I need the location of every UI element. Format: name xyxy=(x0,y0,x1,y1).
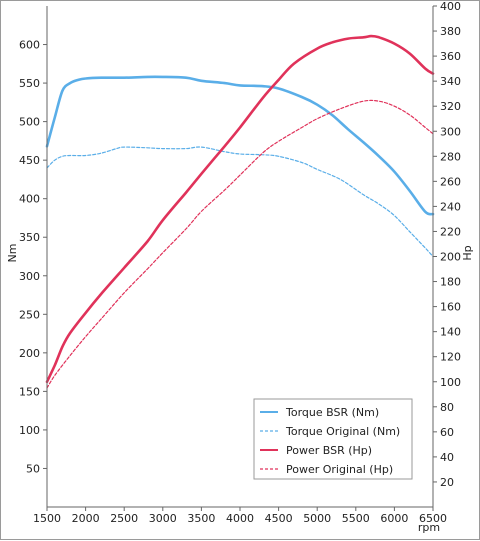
y-left-tick-label-0: 50 xyxy=(26,462,40,475)
legend-label-2: Power BSR (Hp) xyxy=(286,444,372,457)
x-tick-label-2: 2500 xyxy=(110,512,138,525)
y-right-tick-label-12: 260 xyxy=(440,175,461,188)
x-tick-label-0: 1500 xyxy=(33,512,61,525)
x-tick-label-10: 6500 xyxy=(419,512,447,525)
y-right-tick-label-7: 160 xyxy=(440,301,461,314)
y-right-tick-label-14: 300 xyxy=(440,125,461,138)
x-tick-label-7: 5000 xyxy=(303,512,331,525)
y-left-tick-label-4: 250 xyxy=(19,308,40,321)
y-right-tick-label-8: 180 xyxy=(440,276,461,289)
x-axis-title: rpm xyxy=(418,521,440,534)
x-tick-label-6: 4500 xyxy=(265,512,293,525)
y-left-tick-label-7: 400 xyxy=(19,193,40,206)
y-right-tick-label-10: 220 xyxy=(440,225,461,238)
y-right-tick-label-15: 320 xyxy=(440,100,461,113)
legend-label-3: Power Original (Hp) xyxy=(286,463,393,476)
y-right-tick-label-2: 60 xyxy=(440,426,454,439)
y-right-tick-label-19: 400 xyxy=(440,1,461,13)
y-left-tick-label-9: 500 xyxy=(19,116,40,129)
axes-layer: 1500 2000 2500 3000 3500 4000 4500 5000 5500 6000… xyxy=(19,1,461,525)
series-line-1 xyxy=(46,146,434,258)
y-axis-right-title: Hp xyxy=(461,245,474,260)
y-left-tick-label-11: 600 xyxy=(19,39,40,52)
x-tick-label-9: 6000 xyxy=(380,512,408,525)
y-left-tick-label-8: 450 xyxy=(19,154,40,167)
y-right-tick-label-0: 20 xyxy=(440,476,454,489)
y-right-tick-label-5: 120 xyxy=(440,351,461,364)
series-line-2 xyxy=(45,34,435,384)
legend-label-1: Torque Original (Nm) xyxy=(285,425,400,438)
x-tick-label-5: 4000 xyxy=(226,512,254,525)
series-layer xyxy=(45,34,435,389)
y-left-tick-label-1: 100 xyxy=(19,424,40,437)
y-right-tick-label-13: 280 xyxy=(440,150,461,163)
y-left-tick-label-5: 300 xyxy=(19,270,40,283)
legend-box xyxy=(253,398,413,480)
x-tick-label-3: 3000 xyxy=(149,512,177,525)
legend-label-0: Torque BSR (Nm) xyxy=(285,406,379,419)
legend: Torque BSR (Nm) Torque Original (Nm) Pow… xyxy=(253,398,413,480)
x-tick-label-4: 3500 xyxy=(187,512,215,525)
y-left-tick-label-10: 550 xyxy=(19,77,40,90)
y-right-tick-label-16: 340 xyxy=(440,75,461,88)
x-tick-label-8: 5500 xyxy=(342,512,370,525)
y-right-tick-label-17: 360 xyxy=(440,50,461,63)
y-right-tick-label-3: 80 xyxy=(440,401,454,414)
x-tick-label-1: 2000 xyxy=(72,512,100,525)
series-line-0 xyxy=(45,75,435,216)
y-left-tick-label-2: 150 xyxy=(19,385,40,398)
y-right-tick-label-11: 240 xyxy=(440,200,461,213)
y-right-tick-label-1: 40 xyxy=(440,451,454,464)
series-line-3 xyxy=(46,99,434,389)
y-right-tick-label-18: 380 xyxy=(440,25,461,38)
y-axis-left-title: Nm xyxy=(6,244,19,263)
y-left-tick-label-6: 350 xyxy=(19,231,40,244)
y-right-tick-label-6: 140 xyxy=(440,326,461,339)
y-right-tick-label-9: 200 xyxy=(440,251,461,264)
y-left-tick-label-3: 200 xyxy=(19,347,40,360)
y-right-tick-label-4: 100 xyxy=(440,376,461,389)
